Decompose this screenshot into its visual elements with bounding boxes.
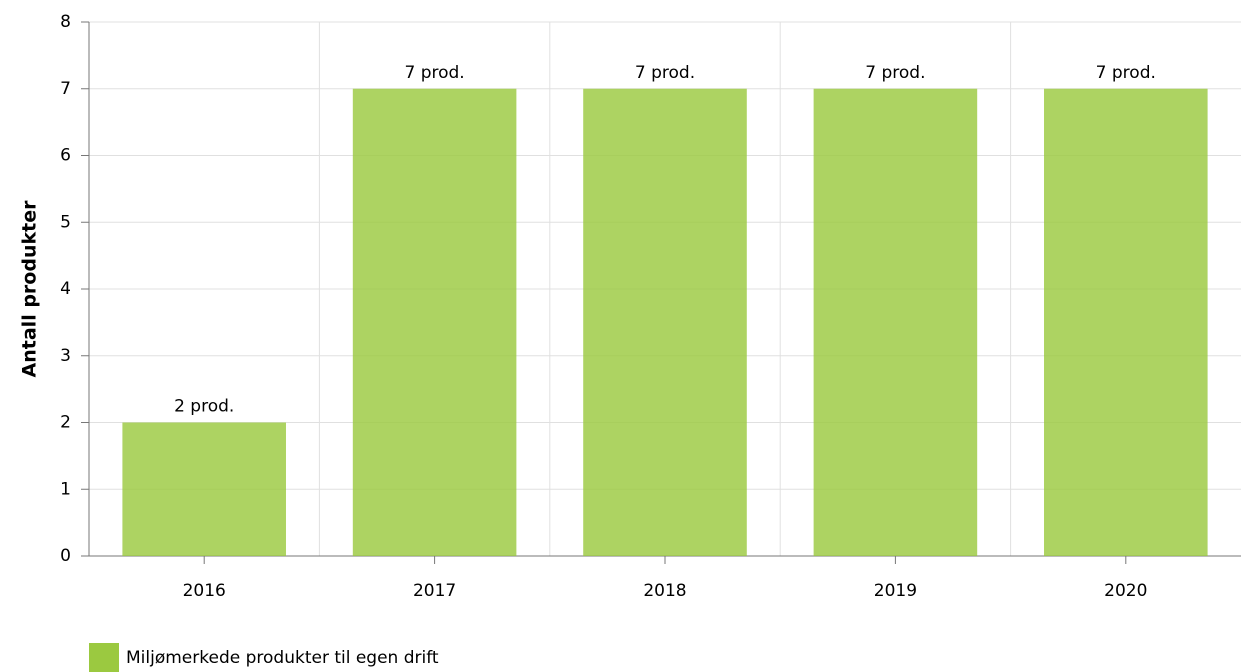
bar bbox=[813, 88, 978, 556]
y-tick-label: 1 bbox=[60, 479, 71, 499]
y-tick-label: 2 bbox=[60, 413, 71, 433]
y-tick-label: 0 bbox=[60, 546, 71, 566]
data-label: 2 prod. bbox=[174, 397, 234, 417]
x-tick-label: 2018 bbox=[643, 581, 686, 601]
bar bbox=[1044, 88, 1208, 556]
data-label: 7 prod. bbox=[404, 63, 464, 83]
y-tick-label: 6 bbox=[60, 146, 71, 166]
y-axis-title: Antall produkter bbox=[19, 200, 41, 378]
data-label: 7 prod. bbox=[1096, 63, 1156, 83]
legend-swatch bbox=[89, 643, 119, 672]
y-tick-label: 4 bbox=[60, 279, 71, 299]
x-tick-label: 2020 bbox=[1104, 581, 1147, 601]
bar bbox=[122, 422, 286, 556]
y-tick-label: 5 bbox=[60, 212, 71, 232]
y-tick-label: 3 bbox=[60, 346, 71, 366]
y-tick-label: 8 bbox=[60, 12, 71, 32]
bar bbox=[583, 88, 747, 556]
data-label: 7 prod. bbox=[865, 63, 925, 83]
data-label: 7 prod. bbox=[635, 63, 695, 83]
y-tick-label: 7 bbox=[60, 79, 71, 99]
legend-label: Miljømerkede produkter til egen drift bbox=[126, 648, 439, 668]
bar bbox=[352, 88, 517, 556]
x-tick-label: 2019 bbox=[874, 581, 917, 601]
x-tick-label: 2016 bbox=[183, 581, 226, 601]
x-tick-label: 2017 bbox=[413, 581, 456, 601]
